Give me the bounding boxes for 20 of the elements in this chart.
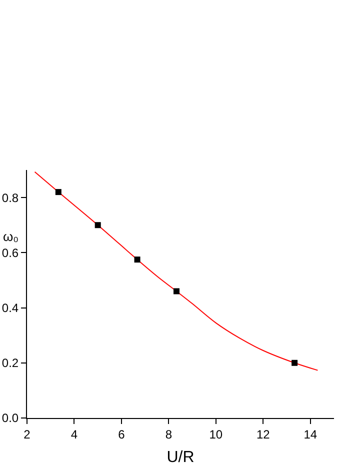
y-tick-label: 0.6: [2, 246, 19, 260]
x-tick-label: 14: [304, 427, 318, 442]
point: [173, 288, 180, 294]
y-tick-label: 0.2: [2, 356, 19, 370]
x-tick-label: 8: [165, 427, 172, 442]
point: [94, 222, 101, 228]
line-series: [34, 171, 318, 371]
point: [292, 360, 298, 366]
x-tick-label: 2: [24, 427, 31, 442]
y-tick-label: 0.4: [2, 300, 19, 315]
y-tick-label: 0.8: [2, 190, 19, 205]
x-tick-label: 10: [209, 427, 223, 442]
point: [55, 189, 62, 196]
x-tick-label: 4: [70, 427, 78, 442]
point: [134, 256, 140, 263]
x-tick-label: 6: [118, 427, 126, 442]
x-axis-title: U/R: [166, 449, 194, 466]
y-tick-label: 0.0: [2, 411, 19, 426]
y-axis-title: ω₀: [3, 229, 19, 244]
x-tick-label: 12: [256, 427, 270, 442]
